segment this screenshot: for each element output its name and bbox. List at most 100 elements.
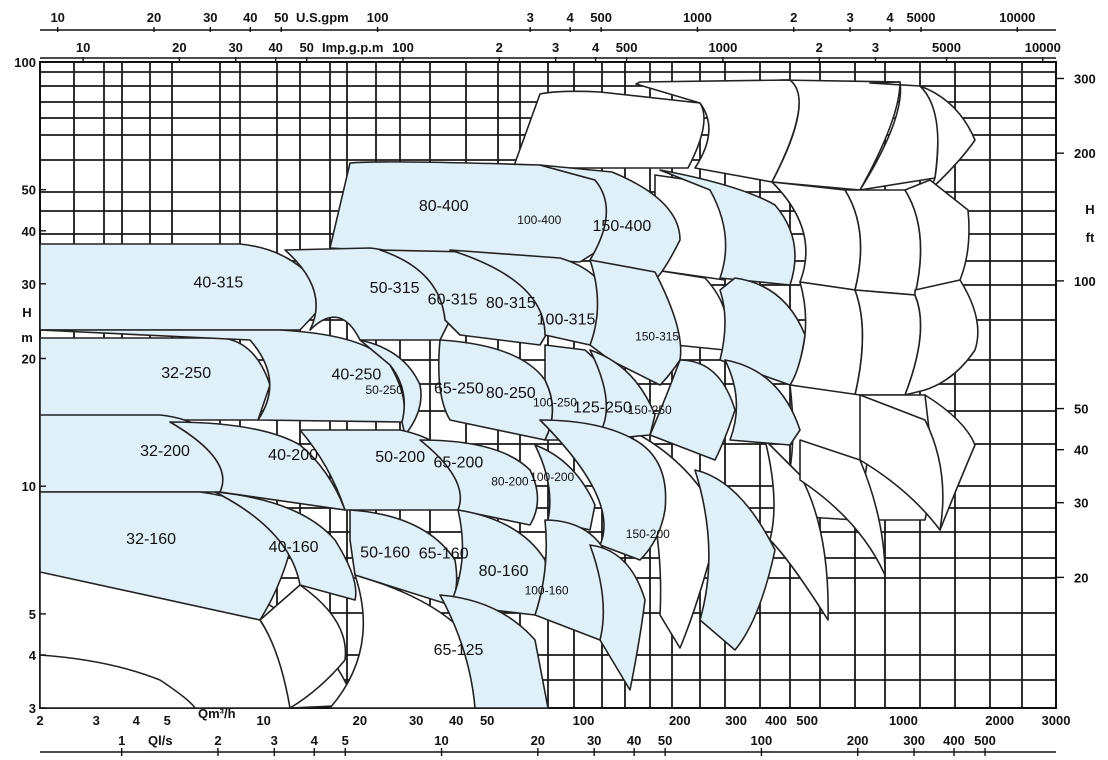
right-tick-label: 30	[1074, 496, 1088, 511]
top-inner-tick-label: 20	[172, 40, 186, 55]
region-label-100-315: 100-315	[537, 311, 596, 328]
top-inner-axis-label: Imp.g.p.m	[322, 40, 383, 55]
region-label-50-200: 50-200	[375, 449, 425, 466]
bottom-inner-tick-label: 10	[256, 713, 270, 728]
region-label-100-160: 100-160	[525, 584, 569, 598]
bottom-axis: 2 3 4 5 10 20 30 40 50 100 200 300 400 500 1000 2000 300…	[36, 706, 1070, 756]
bottom-inner-tick-label: 50	[480, 713, 494, 728]
region-label-150-200: 150-200	[626, 527, 670, 541]
bottom-outer-ticks: 1 2 3 4 5 10 20 30 40 50 100 200 300 400 500	[118, 733, 996, 756]
region-label-40-160: 40-160	[269, 539, 319, 556]
bottom-outer-tick-label: 500	[974, 733, 996, 748]
top-outer-ticks: 10 20 30 40 50 100 3 4 500 1000 2 3 4 5000 10000	[50, 10, 1035, 32]
bottom-outer-tick-label: 300	[903, 733, 925, 748]
region-label-150-315: 150-315	[635, 329, 679, 343]
region-label-100-250: 100-250	[533, 396, 577, 410]
left-tick-label: 20	[22, 352, 36, 367]
bottom-inner-tick-label: 200	[669, 713, 691, 728]
bottom-inner-tick-label: 1000	[889, 713, 918, 728]
region-label-32-250: 32-250	[161, 365, 211, 382]
bottom-inner-tick-label: 500	[796, 713, 818, 728]
top-inner-tick-label: 500	[616, 40, 638, 55]
bottom-inner-tick-label: 5	[164, 713, 171, 728]
top-inner-tick-label: 2	[496, 40, 503, 55]
right-tick-label: 50	[1074, 402, 1088, 417]
left-axis-label-bottom: m	[21, 330, 33, 345]
region-label-100-200: 100-200	[530, 470, 574, 484]
bottom-outer-tick-label: 4	[311, 733, 319, 748]
bottom-inner-tick-label: 300	[725, 713, 747, 728]
top-outer-tick-label: 10000	[999, 10, 1035, 25]
region-label-50-315: 50-315	[370, 280, 420, 297]
left-tick-label: 10	[22, 479, 36, 494]
bottom-inner-tick-label: 20	[353, 713, 367, 728]
top-outer-tick-label: 2	[790, 10, 797, 25]
bottom-outer-tick-label: 20	[531, 733, 545, 748]
top-outer-tick-label: 50	[274, 10, 288, 25]
right-axis-label-top: H	[1085, 202, 1094, 217]
top-outer-tick-label: 500	[590, 10, 612, 25]
bottom-inner-axis-label: Qm³/h	[198, 706, 236, 721]
bottom-outer-tick-label: 30	[587, 733, 601, 748]
bottom-outer-tick-label: 10	[434, 733, 448, 748]
right-axis-label-bottom: ft	[1086, 230, 1095, 245]
pump-region-125-250	[649, 359, 736, 461]
right-axis: 300 200 100 50 40 30 20 H ft	[1056, 72, 1096, 585]
bottom-outer-tick-label: 400	[943, 733, 965, 748]
pump-region-150-315	[719, 277, 806, 386]
pump-region-150-400	[659, 169, 796, 286]
region-label-65-125: 65-125	[434, 642, 484, 659]
region-label-40-315: 40-315	[193, 275, 243, 292]
top-inner-tick-label: 30	[228, 40, 242, 55]
pump-region-unlabeled	[39, 654, 196, 709]
right-tick-label: 300	[1074, 72, 1096, 87]
top-outer-tick-label: 1000	[683, 10, 712, 25]
top-inner-tick-label: 40	[268, 40, 282, 55]
right-tick-label: 100	[1074, 274, 1096, 289]
pump-region-unlabeled	[859, 394, 944, 531]
pump-region-unlabeled	[764, 439, 829, 621]
region-label-80-315: 80-315	[486, 295, 536, 312]
top-outer-tick-label: 30	[203, 10, 217, 25]
left-tick-label: 30	[22, 277, 36, 292]
bottom-inner-tick-label: 400	[765, 713, 787, 728]
pump-region-80-200	[534, 444, 596, 531]
region-label-65-200: 65-200	[433, 454, 483, 471]
top-outer-tick-label: 3	[527, 10, 534, 25]
pump-region-100-315	[589, 259, 682, 386]
top-axis: 10 20 30 40 50 100 3 4 500 1000 2 3 4 5000 10000 10 20 3…	[40, 10, 1061, 62]
top-outer-tick-label: 4	[566, 10, 574, 25]
bottom-inner-ticks: 2 3 4 5 10 20 30 40 50 100 200 300 400 500 1000 2000 300…	[36, 713, 1070, 728]
pump-region-unlabeled	[514, 90, 705, 169]
pump-region-40-250	[39, 329, 406, 423]
left-tick-label: 3	[29, 701, 36, 716]
region-label-40-200: 40-200	[268, 447, 318, 464]
pump-region-50-250	[359, 339, 422, 436]
pump-region-unlabeled	[904, 279, 979, 396]
pump-region-80-400	[329, 161, 611, 263]
left-axis: 100 50 40 30 20 10 5 4 3 H m	[14, 55, 46, 716]
region-label-32-160: 32-160	[126, 531, 176, 548]
pump-region-unlabeled	[771, 79, 901, 191]
region-label-100-400: 100-400	[517, 213, 561, 227]
bottom-outer-tick-label: 200	[847, 733, 869, 748]
region-label-125-250: 125-250	[573, 399, 632, 416]
region-label-80-200: 80-200	[491, 475, 529, 489]
left-tick-label: 5	[29, 607, 36, 622]
top-outer-tick-label: 3	[846, 10, 853, 25]
left-tick-label: 4	[29, 648, 37, 663]
top-inner-tick-label: 3	[552, 40, 559, 55]
pump-region-40-160	[214, 491, 357, 601]
pump-region-32-250	[39, 337, 271, 421]
bottom-inner-tick-label: 2000	[985, 713, 1014, 728]
pump-region-100-400	[539, 164, 681, 281]
pump-region-unlabeled	[259, 584, 347, 709]
top-inner-tick-label: 1000	[708, 40, 737, 55]
pump-region-150-250	[724, 359, 801, 446]
bottom-inner-tick-label: 3	[93, 713, 100, 728]
top-inner-ticks: 10 20 30 40 50 100 2 3 4 500 1000 2 3 5000 10000	[76, 40, 1061, 62]
pump-region-unlabeled	[919, 85, 976, 191]
left-axis-label-top: H	[22, 305, 31, 320]
region-label-50-250: 50-250	[366, 383, 404, 397]
